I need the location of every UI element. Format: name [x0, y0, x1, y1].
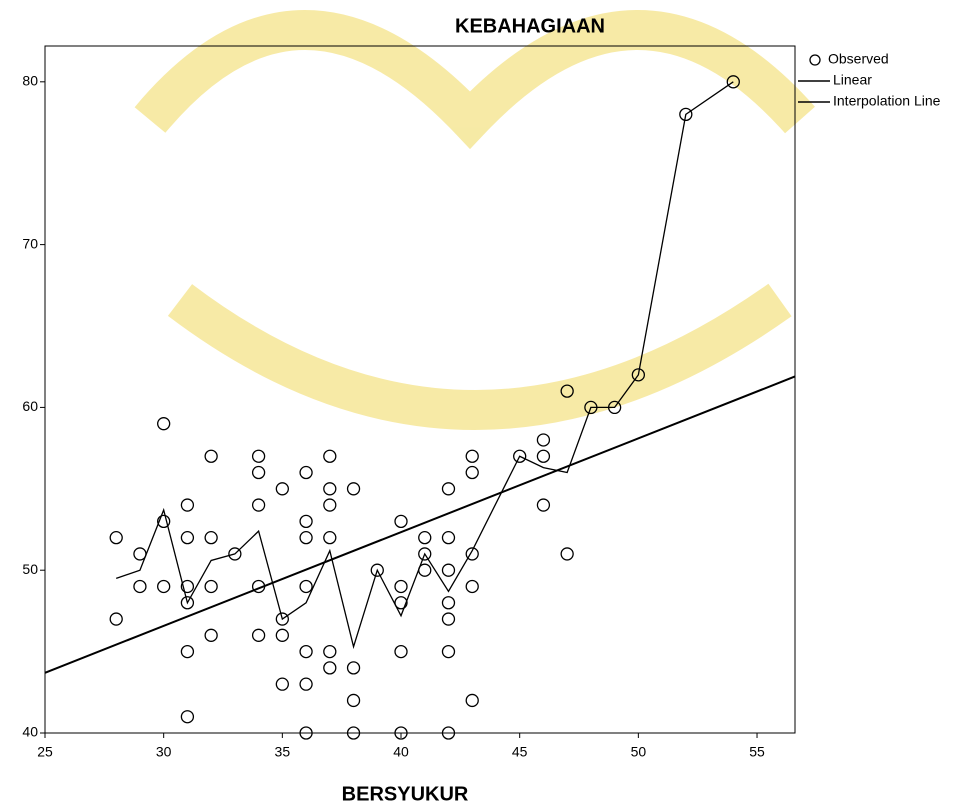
- observed-point: [348, 662, 360, 674]
- observed-point: [276, 483, 288, 495]
- observed-point: [537, 434, 549, 446]
- watermark-arc: [150, 30, 800, 120]
- observed-point: [348, 694, 360, 706]
- observed-point: [300, 532, 312, 544]
- observed-point: [537, 450, 549, 462]
- legend-label: Linear: [833, 72, 872, 88]
- observed-point: [253, 499, 265, 511]
- observed-point: [324, 646, 336, 658]
- x-tick-label: 35: [275, 744, 291, 760]
- observed-point: [300, 467, 312, 479]
- observed-point: [395, 580, 407, 592]
- observed-point: [442, 532, 454, 544]
- observed-point: [253, 629, 265, 641]
- x-axis-label: BERSYUKUR: [342, 783, 469, 805]
- observed-point: [324, 532, 336, 544]
- x-tick-label: 55: [749, 744, 765, 760]
- observed-point: [181, 711, 193, 723]
- observed-point: [205, 580, 217, 592]
- observed-point: [300, 580, 312, 592]
- y-tick-label: 50: [22, 561, 38, 577]
- observed-point: [324, 499, 336, 511]
- observed-point: [300, 515, 312, 527]
- y-tick-label: 40: [22, 724, 38, 740]
- observed-point: [466, 580, 478, 592]
- observed-point: [300, 678, 312, 690]
- observed-point: [205, 629, 217, 641]
- legend-label: Interpolation Line: [833, 93, 941, 109]
- observed-point: [300, 646, 312, 658]
- y-tick-label: 80: [22, 73, 38, 89]
- observed-point: [134, 580, 146, 592]
- x-tick-label: 25: [37, 744, 53, 760]
- observed-point: [442, 613, 454, 625]
- observed-point: [253, 467, 265, 479]
- legend-marker: [810, 55, 820, 65]
- observed-point: [276, 678, 288, 690]
- observed-point: [419, 532, 431, 544]
- observed-point: [181, 499, 193, 511]
- observed-point: [466, 450, 478, 462]
- observed-point: [253, 450, 265, 462]
- observed-point: [395, 646, 407, 658]
- observed-point: [276, 629, 288, 641]
- observed-point: [181, 532, 193, 544]
- observed-point: [442, 646, 454, 658]
- x-tick-label: 50: [631, 744, 647, 760]
- observed-point: [158, 418, 170, 430]
- chart-title: KEBAHAGIAAN: [455, 15, 605, 37]
- x-tick-label: 40: [393, 744, 409, 760]
- watermark-arc: [180, 300, 780, 410]
- x-tick-label: 45: [512, 744, 528, 760]
- observed-point: [395, 515, 407, 527]
- chart: KEBAHAGIAAN BERSYUKUR 25 30 35 40 45 50 55 40 50…: [0, 0, 974, 807]
- observed-point: [561, 548, 573, 560]
- observed-point: [205, 532, 217, 544]
- legend-label: Observed: [828, 51, 889, 67]
- observed-point: [324, 450, 336, 462]
- x-tick-label: 30: [156, 744, 172, 760]
- observed-point: [348, 483, 360, 495]
- observed-point: [442, 483, 454, 495]
- fit-line: [116, 82, 733, 647]
- observed-point: [205, 450, 217, 462]
- observed-point: [110, 532, 122, 544]
- observed-point: [466, 467, 478, 479]
- watermark: [150, 30, 800, 410]
- observed-point: [181, 646, 193, 658]
- observed-point: [442, 597, 454, 609]
- observed-point: [466, 694, 478, 706]
- observed-point: [442, 564, 454, 576]
- observed-point: [537, 499, 549, 511]
- observed-point: [110, 613, 122, 625]
- observed-point: [158, 580, 170, 592]
- y-tick-label: 60: [22, 398, 38, 414]
- observed-point: [324, 483, 336, 495]
- observed-point: [324, 662, 336, 674]
- y-tick-label: 70: [22, 235, 38, 251]
